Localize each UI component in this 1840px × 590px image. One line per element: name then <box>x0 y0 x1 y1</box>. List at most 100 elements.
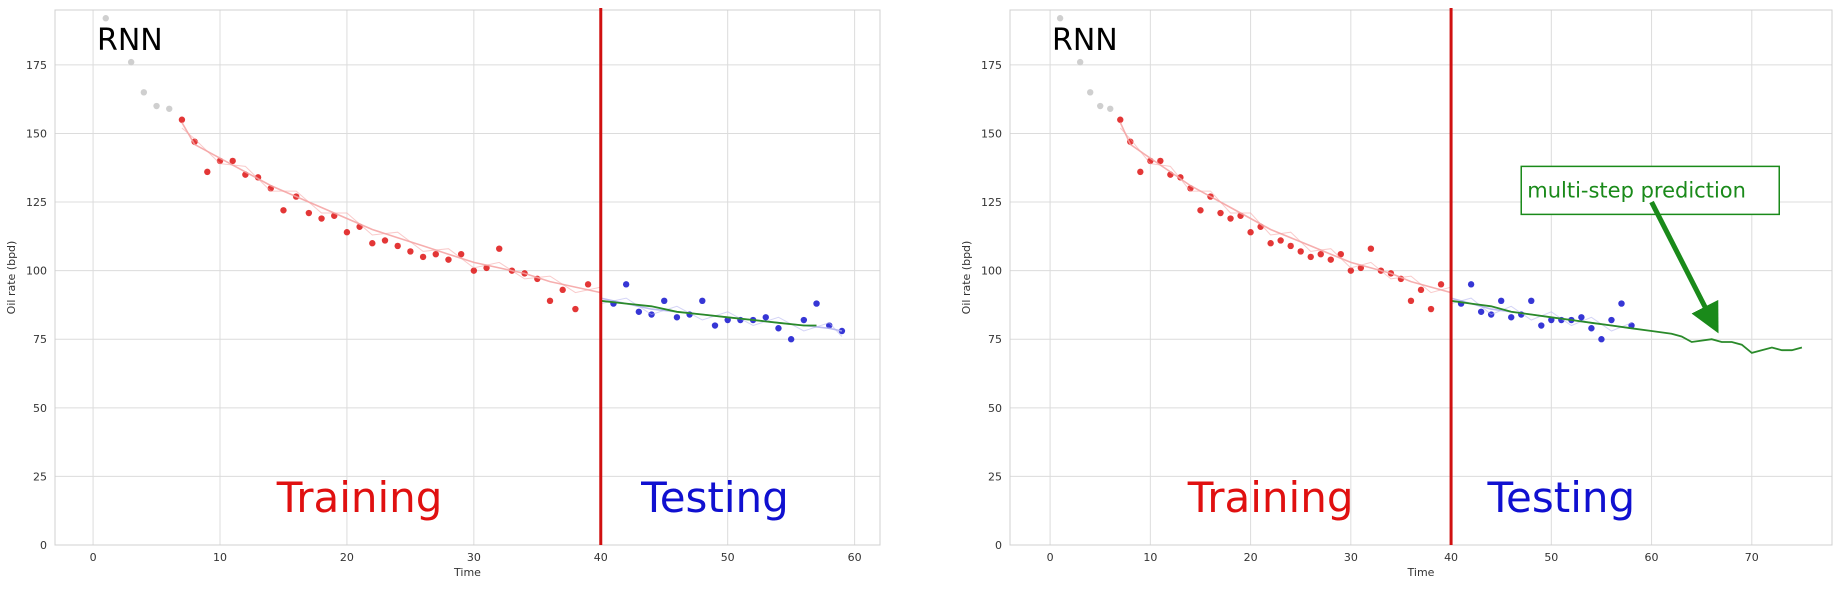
data-point-testing_observed <box>800 316 808 324</box>
data-point-history <box>1056 15 1064 22</box>
data-point-testing_observed <box>1618 300 1625 307</box>
data-point-testing_observed <box>711 322 719 329</box>
x-tick-label: 0 <box>90 551 97 564</box>
series-line-testing_fit-alt <box>600 297 843 337</box>
x-tick-label: 50 <box>1544 551 1558 564</box>
data-point-training_observed <box>1247 229 1254 236</box>
data-point-testing_observed <box>813 300 820 307</box>
data-point-training_observed <box>394 242 401 250</box>
y-tick-label: 100 <box>26 265 47 278</box>
data-point-training_observed <box>1197 207 1204 214</box>
data-point-training_observed <box>204 168 211 176</box>
data-point-testing_observed <box>838 327 846 335</box>
data-point-testing_observed <box>622 281 630 288</box>
data-point-testing_observed <box>1508 314 1515 321</box>
data-point-training_observed <box>407 248 414 255</box>
y-tick-label: 50 <box>988 402 1002 415</box>
y-tick-label: 150 <box>26 127 47 140</box>
data-point-testing_observed <box>1497 297 1505 305</box>
y-tick-label: 75 <box>988 333 1002 346</box>
chart-title: RNN <box>97 23 163 58</box>
data-point-history <box>1076 58 1084 66</box>
data-point-training_observed <box>1217 209 1224 217</box>
annotation-box <box>1520 165 1780 216</box>
x-tick-label: 60 <box>1645 551 1659 564</box>
left-chart: 0 25 50 75 100 125 150 175 0 10 20 30 40 50 60 Time Oil … <box>5 8 881 579</box>
data-point-training_observed <box>1347 267 1355 274</box>
region-label-training: Training <box>276 473 443 522</box>
annotation-text: multi-step prediction <box>1527 178 1746 202</box>
data-point-training_observed <box>178 116 186 123</box>
y-tick-label: 175 <box>26 59 47 72</box>
data-point-training_observed <box>432 250 439 258</box>
series-line-training_fit <box>181 122 601 294</box>
data-point-training_observed <box>546 297 554 305</box>
data-point-training_observed <box>445 256 452 263</box>
y-tick-label: 125 <box>26 196 47 209</box>
y-tick-label: 50 <box>33 402 47 415</box>
data-point-history <box>140 89 148 96</box>
x-tick-label: 20 <box>340 551 354 564</box>
data-point-training_observed <box>419 253 427 261</box>
y-tick-label: 175 <box>981 59 1002 72</box>
region-label-testing: Testing <box>640 473 789 522</box>
data-point-testing_observed <box>1477 308 1485 315</box>
x-tick-label: 20 <box>1244 551 1258 564</box>
data-point-training_observed <box>572 305 579 313</box>
data-point-testing_observed <box>1528 297 1535 305</box>
y-tick-label: 100 <box>981 265 1002 278</box>
y-tick-label: 0 <box>995 539 1002 552</box>
data-point-training_observed <box>229 157 236 165</box>
series-line-training_fit <box>1119 122 1452 294</box>
data-point-testing_observed <box>724 316 731 324</box>
data-point-history <box>127 58 135 66</box>
data-point-training_observed <box>318 215 325 222</box>
data-point-testing_observed <box>787 336 795 343</box>
data-point-history <box>153 102 160 110</box>
data-point-training_observed <box>1337 250 1345 258</box>
y-tick-label: 0 <box>40 539 47 552</box>
data-point-testing_observed <box>1538 322 1545 329</box>
x-tick-label: 30 <box>1344 551 1358 564</box>
data-point-training_observed <box>305 209 313 217</box>
data-point-training_observed <box>559 286 566 294</box>
data-point-testing_observed <box>1467 281 1475 288</box>
data-point-testing_observed <box>1588 325 1595 332</box>
data-point-history <box>102 15 109 22</box>
x-axis-label: Time <box>453 566 481 579</box>
data-point-training_observed <box>1287 242 1294 250</box>
data-point-training_observed <box>1277 237 1284 244</box>
data-point-testing_observed <box>1598 336 1605 343</box>
y-axis-label: Oil rate (bpd) <box>960 241 973 315</box>
data-point-testing_observed <box>673 314 681 321</box>
y-tick-label: 25 <box>988 470 1002 483</box>
data-point-training_observed <box>381 237 389 244</box>
region-label-testing: Testing <box>1487 473 1636 522</box>
x-tick-label: 60 <box>848 551 862 564</box>
x-tick-label: 40 <box>594 551 608 564</box>
data-point-testing_observed <box>1578 314 1585 321</box>
x-tick-label: 30 <box>467 551 481 564</box>
plot-frame <box>1009 9 1833 546</box>
data-point-training_observed <box>1117 116 1124 123</box>
region-label-training: Training <box>1187 473 1354 522</box>
data-point-testing_observed <box>699 297 706 305</box>
x-tick-label: 10 <box>213 551 227 564</box>
y-tick-label: 150 <box>981 127 1002 140</box>
data-point-training_observed <box>1437 281 1445 288</box>
data-point-training_observed <box>1267 240 1274 247</box>
right-chart: 0 25 50 75 100 125 150 175 0 10 20 30 40 50 60 70 Time Oi… <box>960 8 1833 579</box>
x-tick-label: 0 <box>1047 551 1054 564</box>
x-tick-label: 10 <box>1143 551 1157 564</box>
y-tick-label: 75 <box>33 333 47 346</box>
data-point-training_observed <box>1407 297 1415 305</box>
data-point-history <box>166 105 173 112</box>
data-point-training_observed <box>369 240 376 247</box>
data-point-history <box>1107 105 1114 112</box>
y-tick-label: 25 <box>33 470 47 483</box>
data-point-training_observed <box>1157 157 1164 165</box>
data-point-testing_observed <box>1548 316 1555 324</box>
y-tick-label: 125 <box>981 196 1002 209</box>
data-point-training_observed <box>1297 248 1304 255</box>
data-point-training_observed <box>457 250 465 258</box>
